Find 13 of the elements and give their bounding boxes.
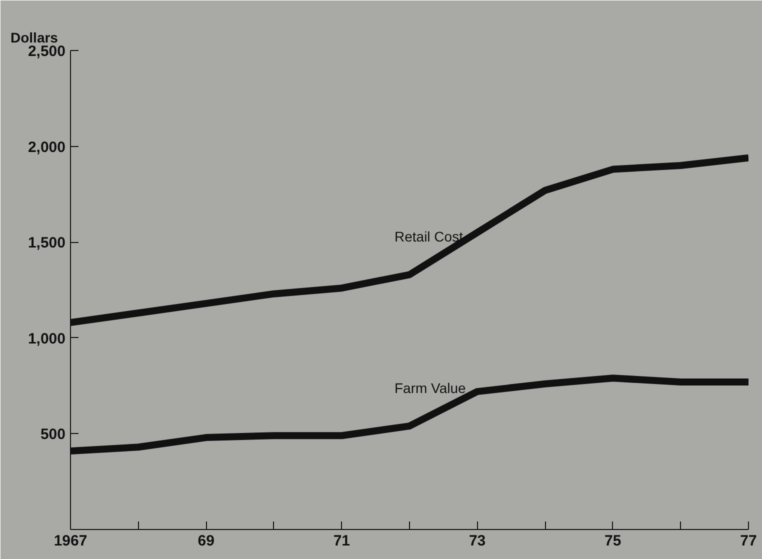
x-tick-label: 1967	[54, 532, 88, 550]
x-tick-label: 75	[604, 532, 622, 550]
x-tick-label: 77	[740, 532, 757, 550]
x-tick-label: 71	[333, 532, 350, 550]
y-tick-label: 2,000	[28, 138, 66, 156]
x-tick-label: 69	[198, 532, 214, 550]
y-axis-title: Dollars	[10, 30, 58, 46]
y-tick-label: 500	[40, 426, 66, 444]
y-tick-label: 2,500	[28, 43, 66, 60]
y-tick-label: 1,500	[28, 234, 66, 252]
y-tick-label: 1,000	[28, 330, 66, 348]
series-label: Farm Value	[394, 380, 466, 396]
x-tick-label: 73	[468, 532, 486, 550]
